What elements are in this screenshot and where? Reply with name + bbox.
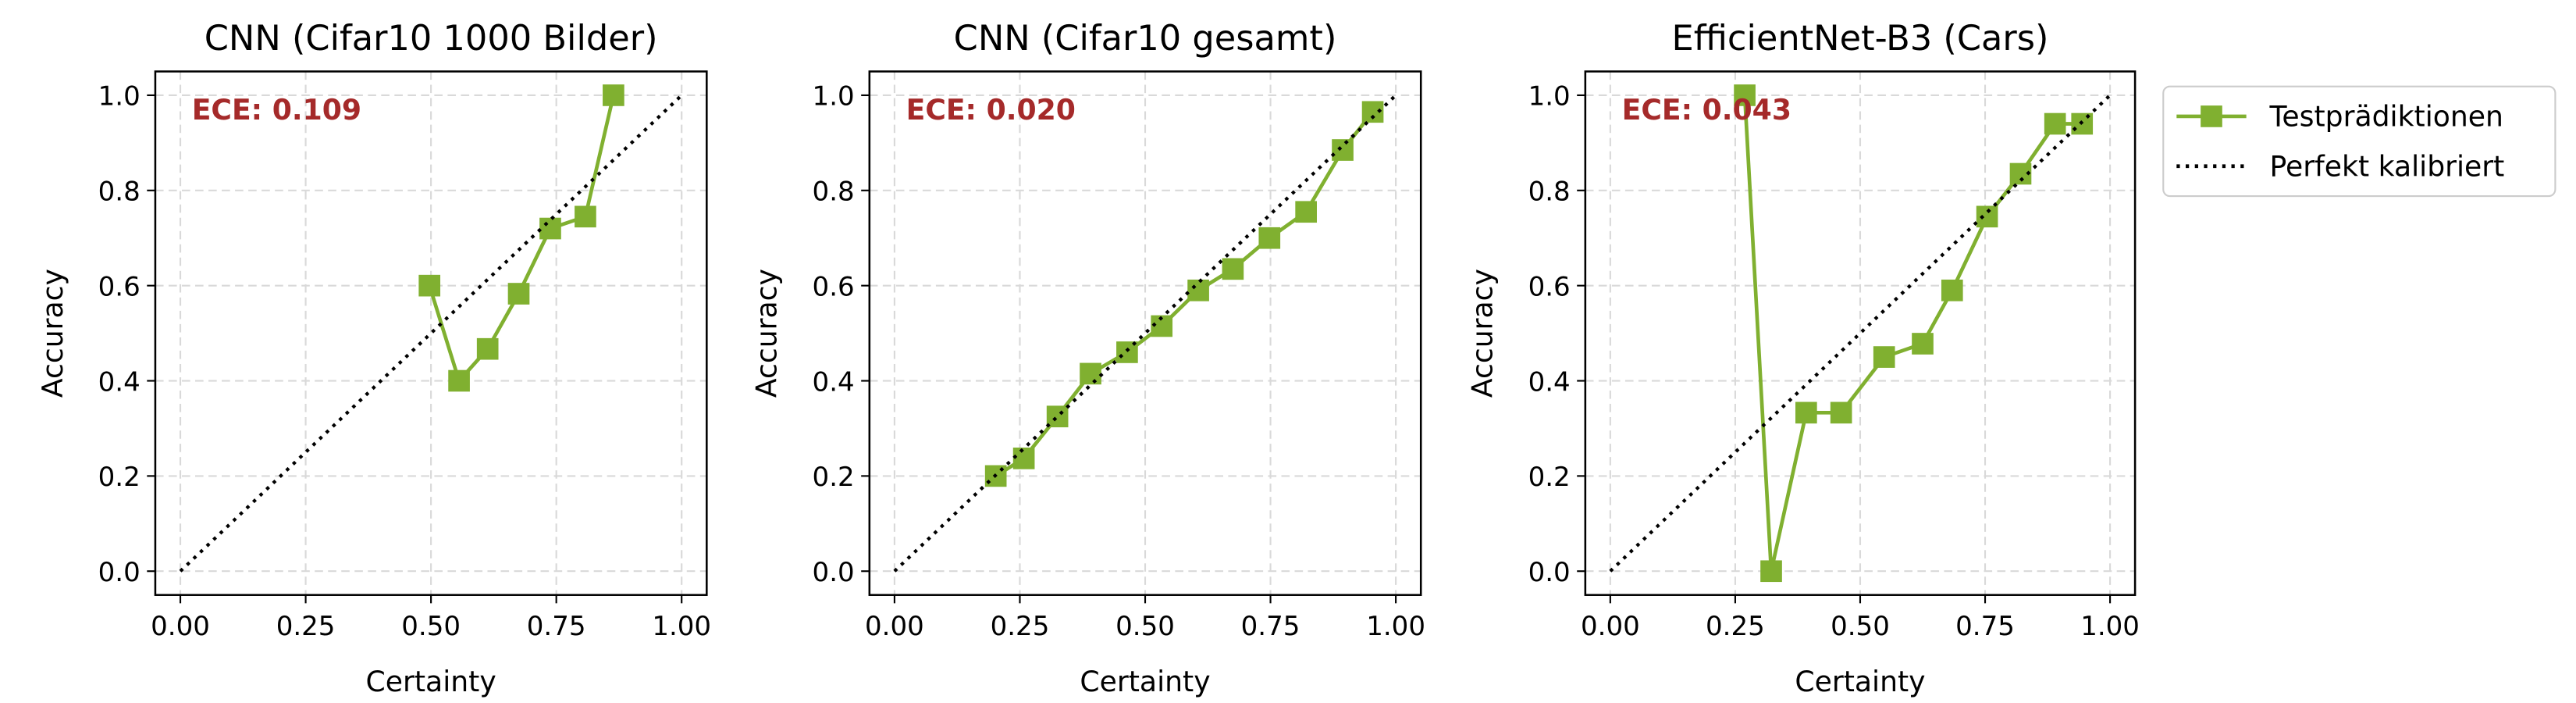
marker: [418, 274, 441, 297]
x-tick-label: 0.75: [1241, 611, 1300, 642]
marker: [1080, 362, 1101, 385]
axes-frame: [1584, 70, 2137, 596]
y-tick-label: 0.2: [1528, 462, 1571, 493]
x-axis-label: Certainty: [366, 665, 496, 698]
marker: [1734, 84, 1756, 106]
x-tick-label: 0.25: [1706, 611, 1765, 642]
marker: [1873, 346, 1895, 368]
y-tick-label: 0.0: [98, 557, 141, 588]
x-tick-label: 0.00: [865, 611, 924, 642]
y-tick-label: 0.0: [1528, 557, 1571, 588]
y-tick-label: 0.8: [98, 177, 141, 208]
marker: [1941, 279, 1963, 302]
marker: [1295, 201, 1317, 223]
marker: [1332, 139, 1354, 161]
y-tick-label: 1.0: [1528, 81, 1571, 112]
marker: [507, 283, 530, 305]
legend-box: [2162, 85, 2556, 198]
y-tick-label: 0.0: [813, 557, 855, 588]
chart-title: EfficientNet-B3 (Cars): [1671, 18, 2048, 59]
marker: [539, 217, 561, 240]
x-tick-label: 0.75: [1955, 611, 2015, 642]
x-tick-label: 0.50: [1831, 611, 1890, 642]
marker: [1187, 279, 1209, 302]
x-axis-label: Certainty: [1795, 665, 1925, 698]
reference-line: [179, 94, 683, 573]
x-axis-label: Certainty: [1080, 665, 1210, 698]
legend-label: Testprädiktionen: [2268, 100, 2503, 134]
x-tick-label: 0.00: [1581, 611, 1640, 642]
x-tick-label: 0.50: [1115, 611, 1175, 642]
x-tick-label: 1.00: [652, 611, 711, 642]
y-tick-label: 0.2: [813, 462, 855, 493]
annotation: ECE: 0.020: [906, 93, 1076, 127]
annotation: ECE: 0.109: [192, 93, 361, 127]
marker: [1258, 227, 1281, 249]
marker: [2044, 112, 2066, 135]
chart-title: CNN (Cifar10 1000 Bilder): [205, 18, 658, 59]
y-tick-label: 0.6: [1528, 271, 1571, 302]
y-axis-label: Accuracy: [36, 269, 69, 398]
y-axis-label: Accuracy: [750, 269, 784, 398]
annotation: ECE: 0.043: [1622, 93, 1791, 127]
y-tick-label: 0.8: [1528, 177, 1571, 208]
y-tick-label: 0.6: [813, 271, 855, 302]
axes-frame: [154, 70, 708, 596]
marker: [1912, 333, 1934, 355]
reference-line: [893, 94, 1397, 573]
marker: [1830, 401, 1852, 424]
legend-label: Perfekt kalibriert: [2269, 150, 2504, 184]
x-tick-label: 0.50: [401, 611, 461, 642]
y-tick-label: 1.0: [813, 81, 855, 112]
marker: [603, 84, 624, 106]
axes-frame: [868, 70, 1422, 596]
y-tick-label: 0.4: [1528, 366, 1571, 398]
x-tick-label: 0.00: [151, 611, 210, 642]
y-tick-label: 1.0: [98, 81, 141, 112]
marker: [1760, 560, 1782, 583]
x-tick-label: 0.75: [527, 611, 586, 642]
x-tick-label: 1.00: [2080, 611, 2140, 642]
marker: [1046, 405, 1069, 428]
marker: [575, 205, 596, 228]
y-tick-label: 0.6: [98, 271, 141, 302]
marker: [1795, 401, 1817, 424]
x-tick-label: 1.00: [1366, 611, 1425, 642]
marker: [1976, 205, 1998, 228]
x-tick-label: 0.25: [991, 611, 1050, 642]
series-line: [427, 95, 616, 385]
y-tick-label: 0.4: [98, 366, 141, 398]
marker: [1222, 258, 1244, 280]
y-tick-label: 0.2: [98, 462, 141, 493]
marker: [448, 369, 470, 392]
y-tick-label: 0.4: [813, 366, 855, 398]
y-axis-label: Accuracy: [1466, 269, 1500, 398]
marker: [476, 337, 499, 360]
chart-title: CNN (Cifar10 gesamt): [954, 18, 1337, 59]
x-tick-label: 0.25: [276, 611, 336, 642]
y-tick-label: 0.8: [813, 177, 855, 208]
marker: [1012, 448, 1035, 469]
legend-marker: [2201, 105, 2222, 127]
